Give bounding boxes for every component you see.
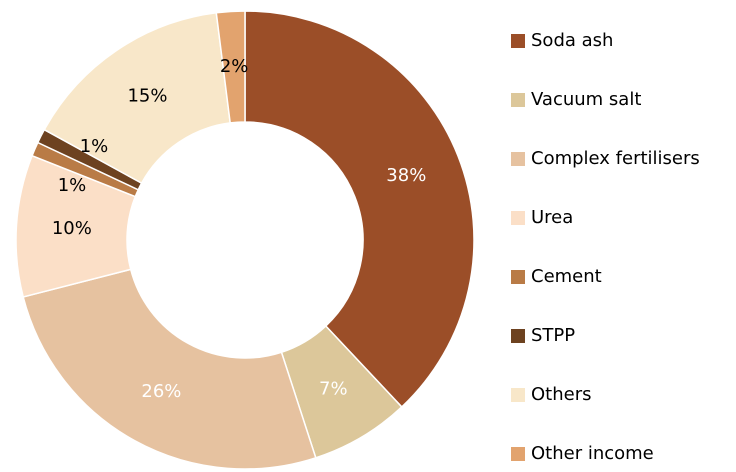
slice [43, 11, 232, 185]
legend-label: Other income [531, 443, 654, 464]
legend-swatch [511, 152, 525, 166]
legend-label: Others [531, 384, 592, 405]
legend-swatch [511, 93, 525, 107]
value-label: 7% [319, 378, 348, 399]
legend-label: STPP [531, 325, 575, 346]
value-label: 10% [52, 218, 92, 239]
legend-swatch [511, 270, 525, 284]
legend-label: Vacuum salt [531, 89, 641, 110]
legend-swatch [511, 388, 525, 402]
value-label: 1% [80, 136, 109, 157]
value-label: 38% [386, 165, 426, 186]
legend-swatch [511, 329, 525, 343]
value-label: 1% [58, 175, 87, 196]
legend-label: Complex fertilisers [531, 148, 700, 169]
value-label: 2% [220, 56, 249, 77]
legend-label: Cement [531, 266, 602, 287]
legend-swatch [511, 447, 525, 461]
legend-label: Urea [531, 207, 573, 228]
slice [244, 10, 475, 408]
slice [22, 268, 317, 470]
value-label: 15% [127, 86, 167, 107]
legend-label: Soda ash [531, 30, 613, 51]
legend-swatch [511, 34, 525, 48]
slice [215, 10, 246, 124]
legend-swatch [511, 211, 525, 225]
value-label: 26% [141, 381, 181, 402]
